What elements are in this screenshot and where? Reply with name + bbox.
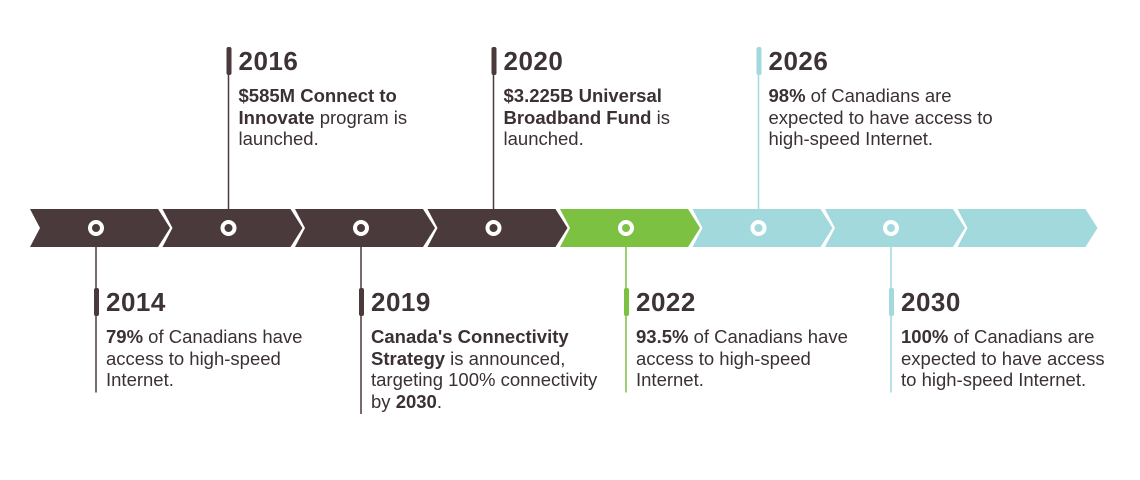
event-description: 98% of Canadians are expected to have ac… xyxy=(769,85,999,150)
event-year: 2022 xyxy=(636,287,696,317)
year-marker-2019 xyxy=(359,288,364,316)
event-description: 100% of Canadians are expected to have a… xyxy=(901,326,1116,391)
event-highlight-end: 2030 xyxy=(395,390,437,412)
event-description: 79% of Canadians have access to high-spe… xyxy=(106,326,336,391)
year-marker-2022 xyxy=(624,288,629,316)
timeline-dot-1 xyxy=(88,220,104,236)
event-text: of Canadians have access to high-speed I… xyxy=(106,326,303,390)
event-description: Canada's Connectivity Strategy is announ… xyxy=(371,326,601,412)
event-text: of Canadians have access to high-speed I… xyxy=(636,326,848,390)
event-highlight: $3.225B Universal Broadband Fund xyxy=(503,85,662,128)
event-text: of Canadians are expected to have access… xyxy=(768,85,993,149)
year-marker-2020 xyxy=(491,47,497,75)
event-highlight: Canada's Connectivity Strategy xyxy=(371,326,569,369)
event-year: 2014 xyxy=(106,287,166,317)
event-2019: 2019 Canada's Connectivity Strategy is an… xyxy=(371,288,601,412)
event-year: 2019 xyxy=(371,287,431,317)
event-text: is launched. xyxy=(503,106,670,150)
timeline-dot-5 xyxy=(618,220,634,236)
timeline-dot-6 xyxy=(750,220,767,236)
event-text: program is launched. xyxy=(238,106,408,150)
event-description: 93.5% of Canadians have access to high-s… xyxy=(636,326,866,391)
event-2030: 2030 100% of Canadians are expected to ha… xyxy=(901,288,1116,391)
timeline-segment-8 xyxy=(957,209,1098,247)
event-year: 2030 xyxy=(901,287,961,317)
event-year: 2020 xyxy=(503,46,564,76)
timeline-dot-2 xyxy=(220,220,237,236)
event-highlight: $585M Connect to Innovate xyxy=(238,85,397,128)
event-description: $585M Connect to Innovate program is lau… xyxy=(239,85,469,150)
year-marker-2014 xyxy=(94,288,99,316)
event-highlight: 100% xyxy=(901,326,949,347)
event-description: $3.225B Universal Broadband Fund is laun… xyxy=(504,85,734,150)
timeline-dot-4 xyxy=(485,220,502,236)
event-highlight: 93.5% xyxy=(636,326,689,347)
timeline-dot-7 xyxy=(883,220,899,236)
event-2022: 2022 93.5% of Canadians have access to hi… xyxy=(636,288,866,391)
year-marker-2016 xyxy=(226,47,232,75)
year-marker-2026 xyxy=(756,47,762,75)
event-2014: 2014 79% of Canadians have access to high… xyxy=(106,288,336,391)
event-text: of Canadians are expected to have access… xyxy=(901,326,1105,390)
event-text: is announced, targeting 100% connectivit… xyxy=(371,347,598,412)
timeline-dot-3 xyxy=(353,220,369,236)
event-highlight: 79% xyxy=(106,326,144,347)
event-text-end: . xyxy=(436,390,442,412)
event-year: 2016 xyxy=(238,46,299,76)
year-marker-2030 xyxy=(889,288,894,316)
event-2026: 2026 98% of Canadians are expected to hav… xyxy=(769,47,999,150)
event-2020: 2020 $3.225B Universal Broadband Fund is … xyxy=(504,47,734,150)
event-2016: 2016 $585M Connect to Innovate program is… xyxy=(239,47,469,150)
event-year: 2026 xyxy=(768,46,829,76)
event-highlight: 98% xyxy=(768,85,806,106)
